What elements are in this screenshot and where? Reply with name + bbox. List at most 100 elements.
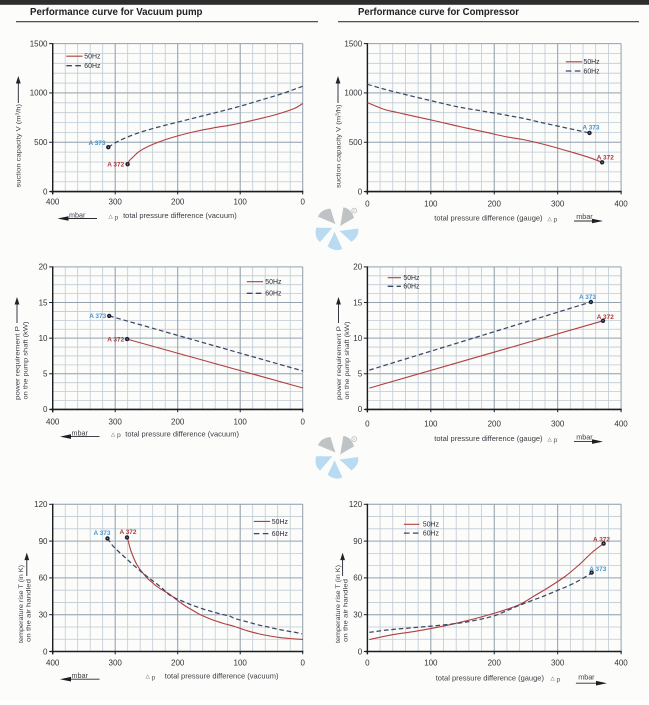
- svg-text:20: 20: [39, 263, 48, 272]
- svg-text:10: 10: [39, 334, 48, 343]
- svg-text:400: 400: [614, 659, 628, 668]
- svg-text:total pressure difference (gau: total pressure difference (gauge): [434, 434, 543, 443]
- svg-text:400: 400: [614, 200, 628, 209]
- svg-text:90: 90: [39, 537, 48, 546]
- svg-text:100: 100: [424, 420, 438, 429]
- svg-text:0: 0: [43, 405, 48, 414]
- svg-text:300: 300: [109, 197, 123, 206]
- svg-text:60Hz: 60Hz: [84, 63, 101, 70]
- svg-text:15: 15: [353, 298, 362, 307]
- svg-text:100: 100: [234, 417, 248, 426]
- svg-text:A 373: A 373: [94, 530, 111, 537]
- svg-text:200: 200: [488, 200, 502, 209]
- svg-text:A 372: A 372: [120, 529, 137, 536]
- svg-text:mbar: mbar: [72, 429, 89, 438]
- svg-text:1000: 1000: [30, 89, 48, 98]
- svg-text:120: 120: [34, 500, 48, 509]
- svg-text:total pressure difference (gau: total pressure difference (gauge): [434, 214, 543, 223]
- svg-text:0: 0: [43, 647, 48, 656]
- svg-text:A 373: A 373: [579, 294, 596, 301]
- svg-text:A 373: A 373: [589, 566, 606, 573]
- svg-text:300: 300: [109, 659, 123, 668]
- svg-text:0: 0: [300, 659, 305, 668]
- svg-text:300: 300: [551, 420, 565, 429]
- svg-text:A 372: A 372: [597, 314, 614, 321]
- svg-text:on the air handled: on the air handled: [343, 579, 350, 642]
- svg-text:R: R: [353, 437, 356, 441]
- svg-text:Performance curve for Vacuum p: Performance curve for Vacuum pump: [30, 7, 203, 18]
- svg-text:0: 0: [43, 187, 48, 196]
- svg-text:mbar: mbar: [69, 211, 86, 220]
- svg-text:1500: 1500: [344, 39, 362, 48]
- svg-text:△: △: [548, 216, 553, 222]
- svg-text:50Hz: 50Hz: [423, 522, 440, 529]
- svg-text:temperature rise T (in K): temperature rise T (in K): [18, 565, 25, 643]
- svg-text:50Hz: 50Hz: [272, 519, 289, 526]
- svg-text:total pressure difference (gau: total pressure difference (gauge): [436, 673, 545, 682]
- svg-text:power requirement P: power requirement P: [336, 325, 343, 400]
- svg-text:1000: 1000: [344, 89, 362, 98]
- svg-text:500: 500: [349, 138, 363, 147]
- svg-text:p: p: [152, 674, 156, 681]
- svg-text:200: 200: [488, 659, 502, 668]
- svg-text:1500: 1500: [30, 39, 48, 48]
- svg-text:100: 100: [424, 200, 438, 209]
- svg-text:200: 200: [488, 420, 502, 429]
- svg-text:R: R: [353, 209, 356, 213]
- svg-text:total pressure difference (vac: total pressure difference (vacuum): [165, 671, 279, 680]
- svg-text:20: 20: [353, 263, 362, 272]
- svg-text:on the pump shaft (kW): on the pump shaft (kW): [22, 322, 29, 400]
- svg-text:200: 200: [171, 197, 185, 206]
- svg-text:60Hz: 60Hz: [423, 531, 440, 538]
- svg-text:0: 0: [365, 200, 370, 209]
- svg-text:Performance curve for Compress: Performance curve for Compressor: [358, 7, 519, 18]
- svg-text:△: △: [111, 432, 116, 438]
- svg-text:p: p: [557, 676, 561, 683]
- svg-text:on the pump shaft (kW): on the pump shaft (kW): [344, 322, 351, 400]
- svg-text:A 372: A 372: [107, 161, 124, 168]
- svg-text:0: 0: [300, 197, 305, 206]
- svg-text:100: 100: [234, 197, 248, 206]
- svg-text:mbar: mbar: [576, 432, 593, 441]
- svg-text:500: 500: [34, 138, 48, 147]
- svg-text:60Hz: 60Hz: [272, 531, 289, 538]
- svg-text:△: △: [548, 437, 553, 443]
- svg-text:400: 400: [614, 420, 628, 429]
- svg-text:50Hz: 50Hz: [265, 279, 282, 286]
- svg-text:p: p: [554, 217, 558, 224]
- svg-text:60Hz: 60Hz: [403, 284, 420, 291]
- svg-text:400: 400: [46, 417, 60, 426]
- svg-text:300: 300: [551, 659, 565, 668]
- svg-text:suction capacity V (m³/h): suction capacity V (m³/h): [335, 105, 342, 189]
- svg-text:50Hz: 50Hz: [584, 59, 601, 66]
- svg-text:5: 5: [358, 370, 363, 379]
- svg-text:0: 0: [300, 417, 305, 426]
- svg-text:200: 200: [171, 417, 185, 426]
- svg-text:mbar: mbar: [578, 673, 595, 682]
- svg-text:0: 0: [365, 420, 370, 429]
- svg-text:60: 60: [353, 574, 362, 583]
- svg-text:60: 60: [39, 574, 48, 583]
- svg-text:60Hz: 60Hz: [265, 291, 282, 298]
- svg-text:mbar: mbar: [72, 671, 89, 680]
- svg-text:△: △: [146, 674, 151, 680]
- svg-text:300: 300: [109, 417, 123, 426]
- svg-text:400: 400: [46, 197, 60, 206]
- svg-text:p: p: [554, 437, 558, 444]
- svg-text:10: 10: [353, 334, 362, 343]
- svg-text:p: p: [117, 432, 121, 439]
- svg-text:5: 5: [43, 370, 48, 379]
- svg-text:A 372: A 372: [593, 536, 610, 543]
- svg-text:300: 300: [551, 200, 565, 209]
- svg-text:15: 15: [39, 298, 48, 307]
- svg-text:200: 200: [171, 659, 185, 668]
- svg-text:mbar: mbar: [576, 212, 593, 221]
- svg-text:50Hz: 50Hz: [84, 54, 101, 61]
- svg-text:60Hz: 60Hz: [584, 68, 601, 75]
- svg-text:A 372: A 372: [597, 155, 614, 162]
- svg-text:total pressure difference (vac: total pressure difference (vacuum): [123, 211, 237, 220]
- svg-text:0: 0: [358, 187, 363, 196]
- svg-text:power requirement P: power requirement P: [14, 325, 21, 400]
- svg-text:400: 400: [46, 659, 60, 668]
- svg-text:100: 100: [424, 659, 438, 668]
